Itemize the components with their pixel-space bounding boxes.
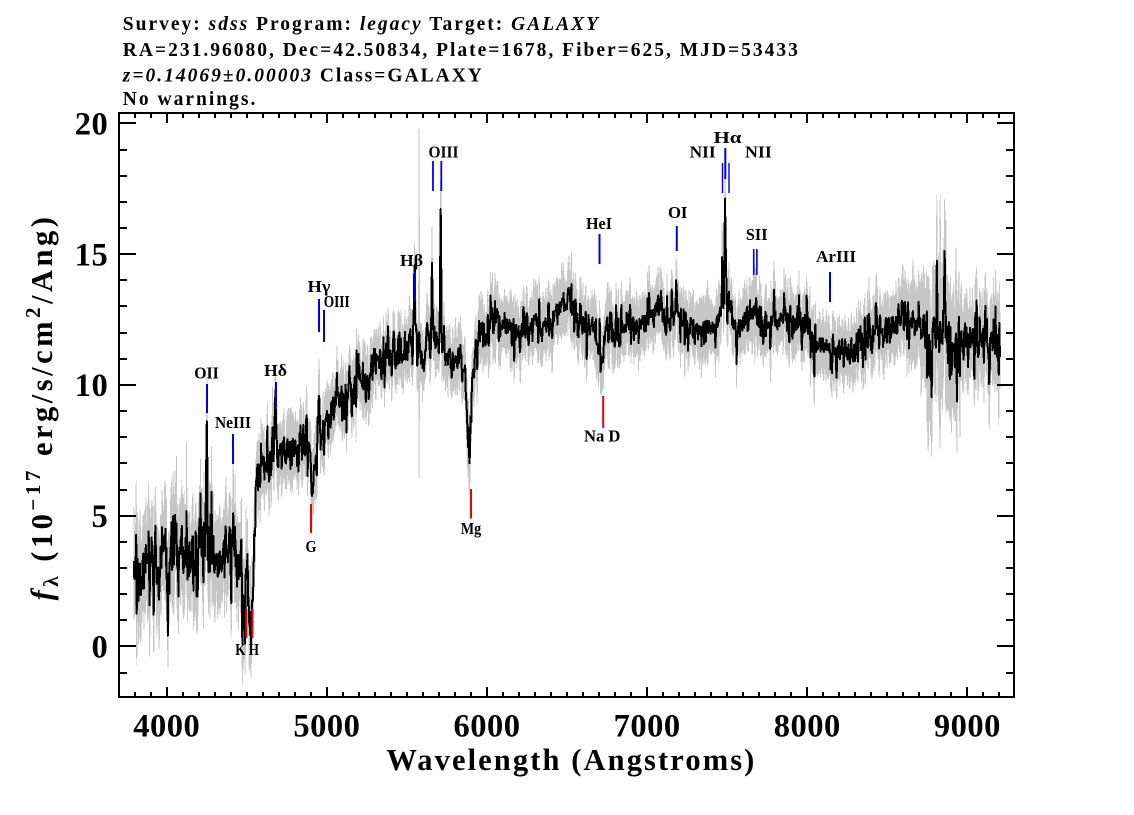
svg-text:OIII: OIII xyxy=(429,143,459,162)
svg-text:NII: NII xyxy=(690,143,716,162)
svg-text:HeI: HeI xyxy=(586,214,612,233)
svg-text:10: 10 xyxy=(75,368,109,404)
svg-text:OII: OII xyxy=(194,364,219,383)
svg-text:9000: 9000 xyxy=(934,709,1001,745)
svg-text:Hδ: Hδ xyxy=(264,361,287,380)
svg-text:Hβ: Hβ xyxy=(400,251,423,270)
svg-text:Survey: sdss Program: legacy T: Survey: sdss Program: legacy Target: GAL… xyxy=(123,14,600,35)
svg-text:20: 20 xyxy=(75,107,109,143)
svg-text:OIII: OIII xyxy=(324,292,350,311)
svg-text:OI: OI xyxy=(668,203,688,222)
svg-text:SII: SII xyxy=(746,225,768,244)
svg-text:Mg: Mg xyxy=(461,519,482,538)
svg-text:NeIII: NeIII xyxy=(215,413,251,432)
svg-text:fλ (10−17 erg/s/cm2/Ang): fλ (10−17 erg/s/cm2/Ang) xyxy=(21,214,63,601)
svg-text:7000: 7000 xyxy=(614,709,681,745)
svg-text:No warnings.: No warnings. xyxy=(123,89,258,110)
svg-text:4000: 4000 xyxy=(133,709,200,745)
svg-text:RA=231.96080, Dec=42.50834, Pl: RA=231.96080, Dec=42.50834, Plate=1678, … xyxy=(123,40,800,61)
svg-text:ArIII: ArIII xyxy=(816,247,856,266)
svg-text:Wavelength (Angstroms): Wavelength (Angstroms) xyxy=(386,743,756,777)
svg-text:15: 15 xyxy=(75,237,109,273)
svg-text:Na D: Na D xyxy=(584,426,621,445)
svg-text:G: G xyxy=(306,537,317,556)
svg-text:6000: 6000 xyxy=(454,709,521,745)
svg-text:0: 0 xyxy=(91,630,108,666)
svg-text:5: 5 xyxy=(91,499,108,535)
svg-text:z=0.14069±0.00003 Class=GALAXY: z=0.14069±0.00003 Class=GALAXY xyxy=(122,65,484,86)
svg-text:NII: NII xyxy=(745,143,772,162)
svg-text:8000: 8000 xyxy=(774,709,841,745)
svg-text:Hα: Hα xyxy=(714,128,743,147)
svg-text:K H: K H xyxy=(235,640,259,659)
svg-text:Hγ: Hγ xyxy=(308,277,331,296)
svg-text:5000: 5000 xyxy=(293,709,360,745)
